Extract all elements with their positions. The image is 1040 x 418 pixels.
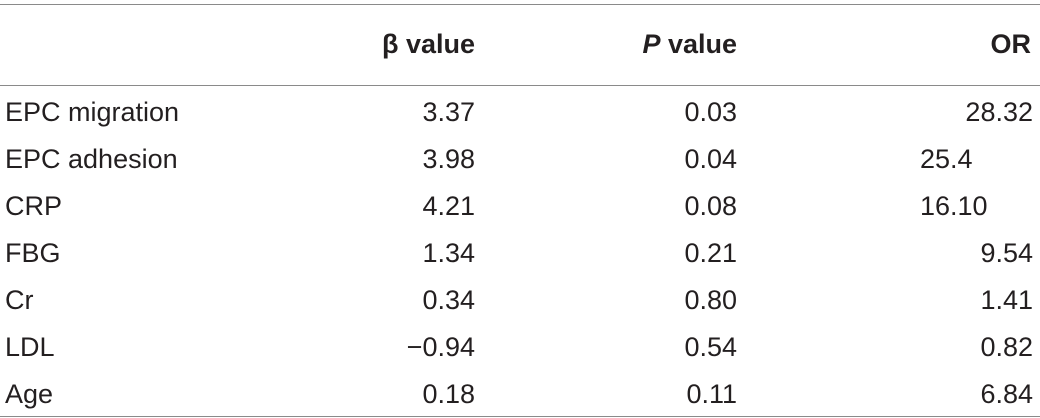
data-table: β value P value OR EPC migration 3.37 0.… (0, 4, 1040, 418)
table-body: EPC migration 3.37 0.03 28.32 EPC adhesi… (0, 85, 1040, 418)
row-label: EPC migration (5, 97, 180, 127)
row-label: LDL (5, 332, 55, 362)
header-p-suffix: value (660, 29, 737, 59)
p-value-cell: 0.54 (684, 332, 737, 362)
header-row: β value P value OR (0, 4, 1040, 85)
beta-value-cell: 3.98 (422, 144, 475, 174)
header-row-label (0, 4, 340, 85)
table-row: Age 0.18 0.11 6.84 (0, 371, 1040, 418)
beta-value-cell: 1.34 (422, 238, 475, 268)
p-value-cell: 0.08 (684, 191, 737, 221)
table-row: LDL −0.94 0.54 0.82 (0, 324, 1040, 371)
table-row: EPC migration 3.37 0.03 28.32 (0, 85, 1040, 136)
header-or: OR (990, 29, 1032, 59)
or-cell: 9.54 (980, 238, 1033, 268)
row-label: Age (5, 379, 54, 409)
top-rule (0, 4, 1040, 5)
beta-value-cell: 4.21 (422, 191, 475, 221)
p-value-cell: 0.21 (684, 238, 737, 268)
p-value-cell: 0.04 (684, 144, 737, 174)
p-value-cell: 0.03 (684, 97, 737, 127)
row-label: CRP (5, 191, 63, 221)
or-cell: 16.10 (920, 191, 988, 221)
header-p-symbol: P (642, 29, 661, 59)
p-value-cell: 0.80 (684, 285, 737, 315)
table-row: Cr 0.34 0.80 1.41 (0, 277, 1040, 324)
or-cell: 0.82 (980, 332, 1033, 362)
or-cell: 28.32 (965, 97, 1033, 127)
table-row: FBG 1.34 0.21 9.54 (0, 230, 1040, 277)
table-header: β value P value OR (0, 4, 1040, 85)
header-rule (0, 85, 1040, 86)
beta-value-cell: 3.37 (422, 97, 475, 127)
beta-value-cell: 0.34 (422, 285, 475, 315)
table-row: CRP 4.21 0.08 16.10 (0, 183, 1040, 230)
header-beta-value: β value (340, 4, 475, 85)
header-beta-symbol: β (381, 29, 399, 59)
beta-value-cell: 0.18 (422, 379, 475, 409)
header-beta-suffix: value (398, 29, 475, 59)
or-cell: 1.41 (980, 285, 1033, 315)
or-cell: 25.4 (920, 144, 973, 174)
row-label: EPC adhesion (5, 144, 178, 174)
row-label: Cr (5, 285, 34, 315)
beta-value-cell: −0.94 (406, 332, 475, 362)
table-row: EPC adhesion 3.98 0.04 25.4 (0, 136, 1040, 183)
row-label: FBG (5, 238, 61, 268)
header-p-value: P value (475, 4, 770, 85)
or-cell: 6.84 (980, 379, 1033, 409)
p-value-cell: 0.11 (686, 379, 737, 409)
